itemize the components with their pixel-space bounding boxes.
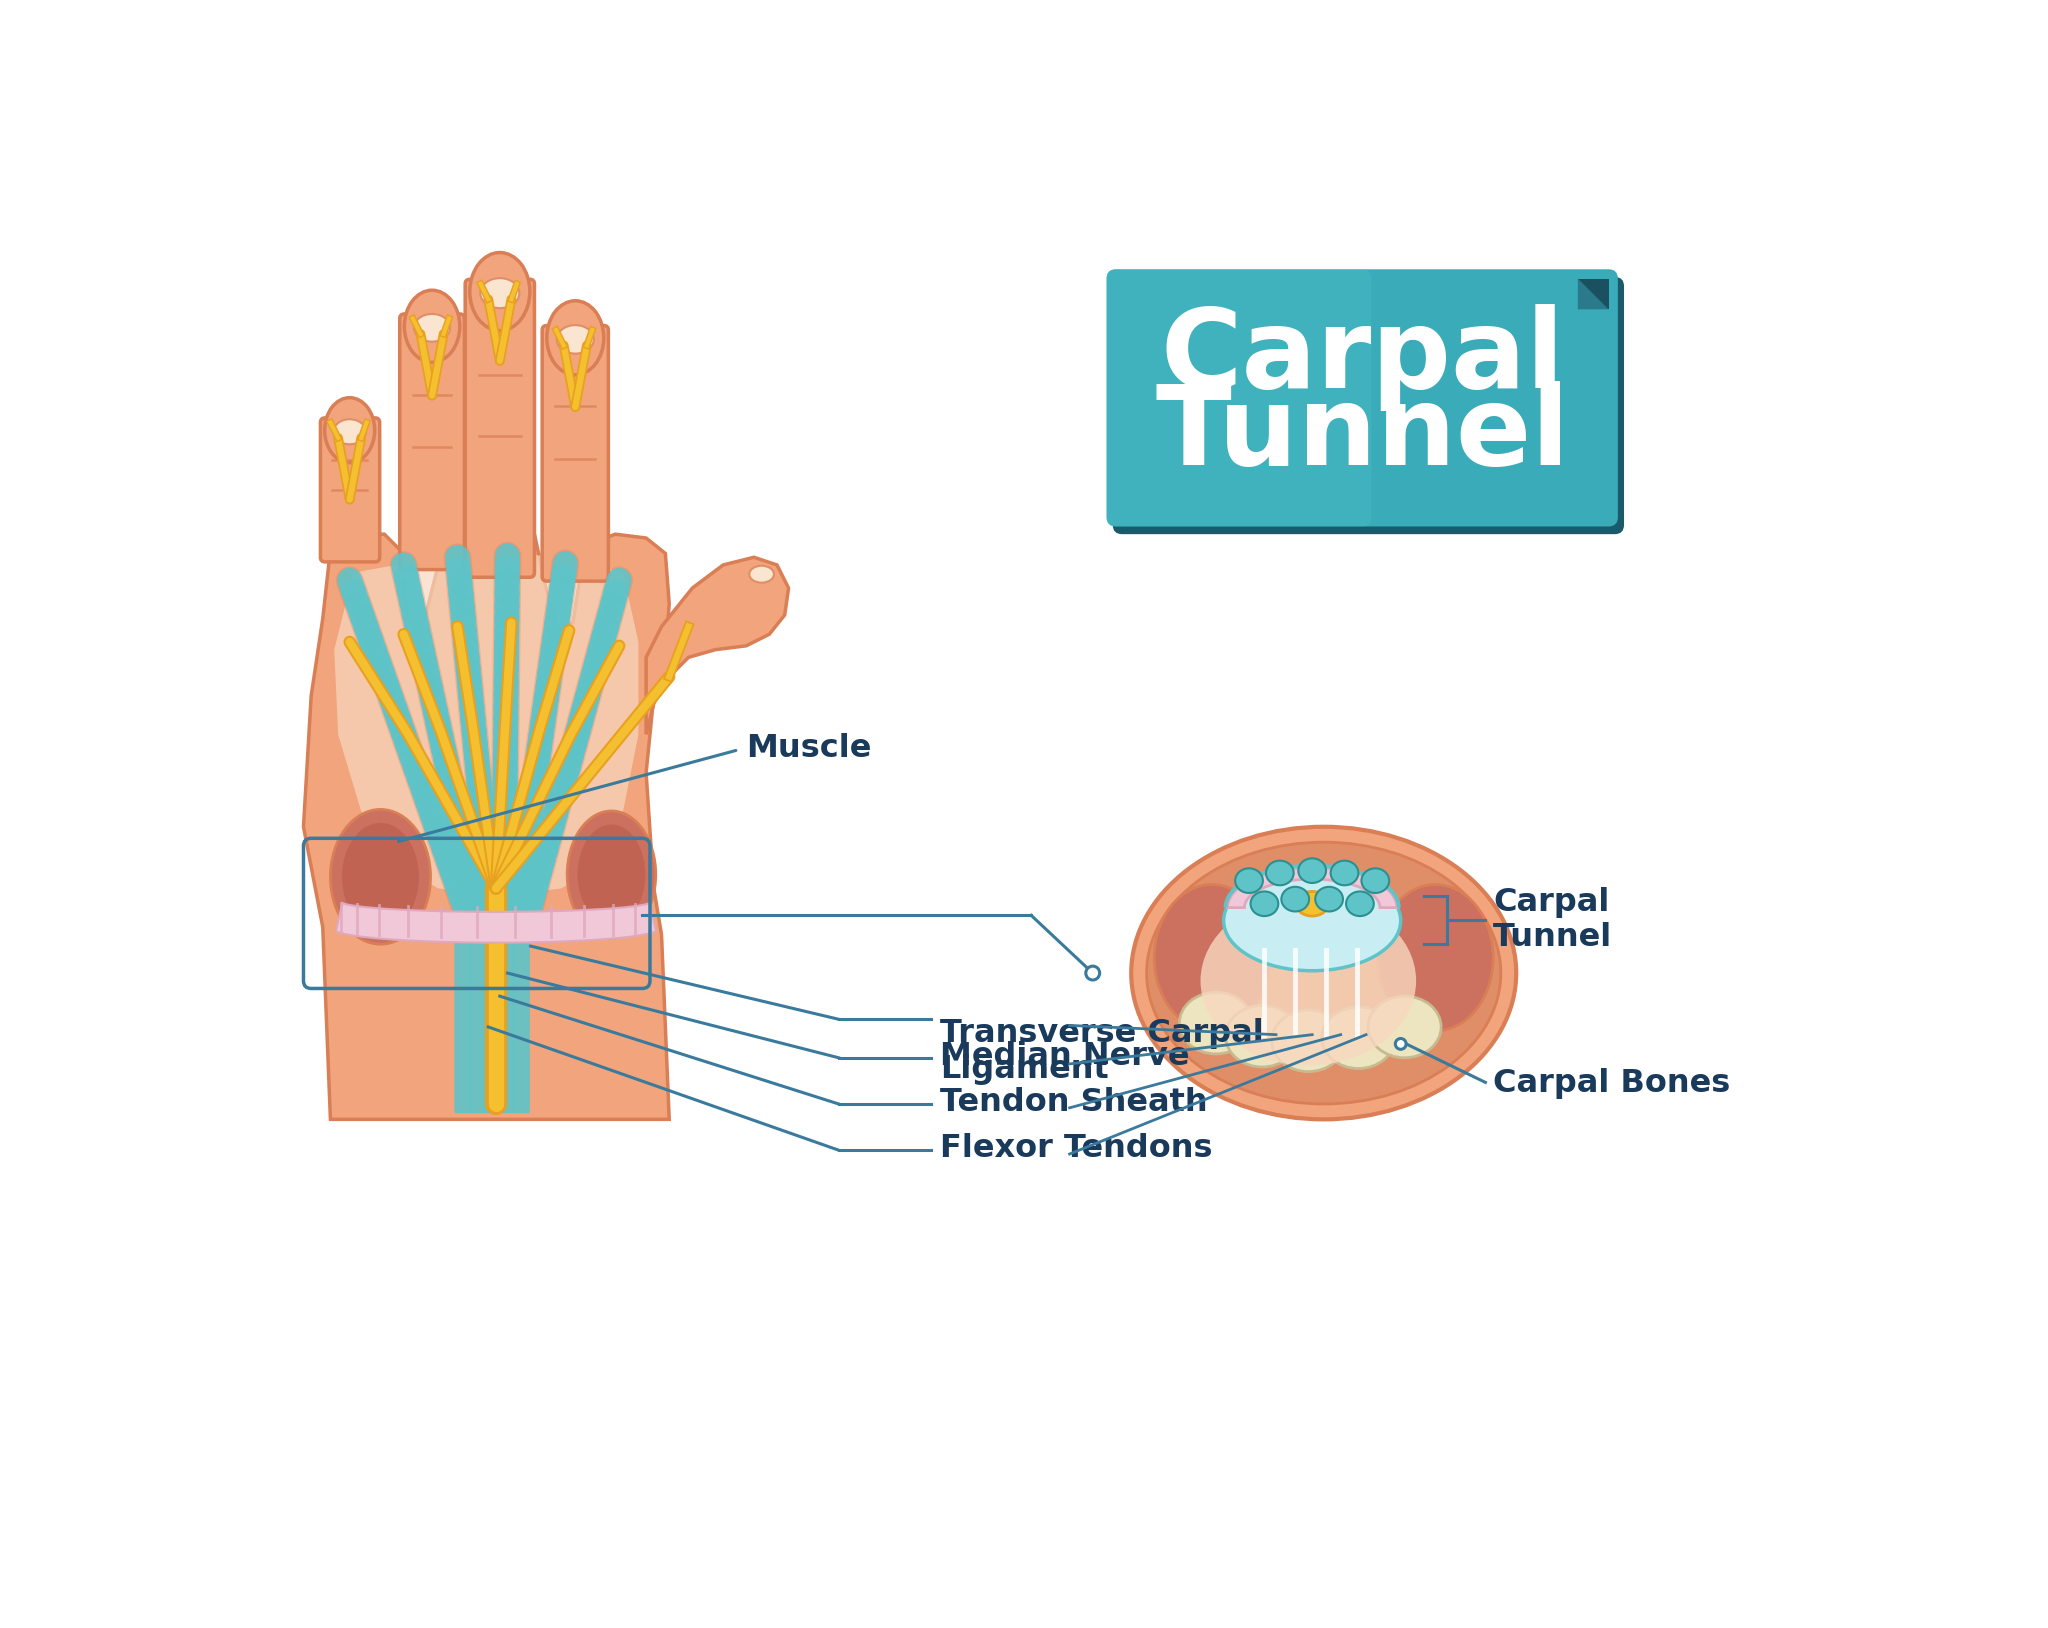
- Ellipse shape: [1362, 868, 1389, 894]
- FancyBboxPatch shape: [512, 918, 530, 1114]
- Text: Flexor Tendons: Flexor Tendons: [940, 1133, 1212, 1164]
- Ellipse shape: [1235, 868, 1264, 894]
- FancyBboxPatch shape: [455, 918, 471, 1114]
- Ellipse shape: [1225, 1006, 1298, 1066]
- Polygon shape: [334, 554, 639, 895]
- FancyBboxPatch shape: [483, 918, 500, 1114]
- Ellipse shape: [1200, 895, 1415, 1065]
- Ellipse shape: [567, 811, 655, 938]
- Circle shape: [1395, 1039, 1407, 1050]
- Polygon shape: [1227, 868, 1397, 908]
- Ellipse shape: [1368, 996, 1442, 1058]
- Text: Carpal: Carpal: [1159, 303, 1565, 410]
- Ellipse shape: [334, 420, 367, 444]
- Polygon shape: [645, 557, 788, 734]
- Ellipse shape: [547, 301, 604, 374]
- Ellipse shape: [403, 290, 461, 363]
- Ellipse shape: [342, 822, 420, 931]
- Text: Transverse Carpal
Ligament: Transverse Carpal Ligament: [940, 1018, 1264, 1084]
- Ellipse shape: [578, 824, 645, 925]
- Ellipse shape: [1296, 892, 1329, 917]
- Ellipse shape: [1272, 1009, 1346, 1071]
- Ellipse shape: [1346, 892, 1374, 917]
- FancyBboxPatch shape: [543, 326, 608, 581]
- Text: Tunnel: Tunnel: [1155, 381, 1569, 487]
- Ellipse shape: [1155, 884, 1270, 1031]
- Ellipse shape: [557, 326, 594, 353]
- Ellipse shape: [1331, 861, 1358, 886]
- Text: Muscle: Muscle: [745, 733, 872, 764]
- Circle shape: [1085, 965, 1100, 980]
- Ellipse shape: [469, 252, 530, 330]
- FancyBboxPatch shape: [469, 918, 485, 1114]
- Polygon shape: [1577, 278, 1608, 309]
- Ellipse shape: [481, 278, 520, 308]
- Ellipse shape: [414, 314, 451, 342]
- Ellipse shape: [1223, 871, 1401, 970]
- Text: Median Nerve: Median Nerve: [940, 1040, 1190, 1071]
- Ellipse shape: [1130, 827, 1516, 1120]
- Ellipse shape: [1315, 887, 1343, 912]
- Ellipse shape: [1321, 1008, 1395, 1068]
- FancyBboxPatch shape: [319, 418, 379, 562]
- Ellipse shape: [326, 397, 375, 462]
- Ellipse shape: [1147, 842, 1501, 1104]
- Text: Carpal Bones: Carpal Bones: [1493, 1068, 1731, 1099]
- Polygon shape: [1223, 864, 1401, 908]
- Polygon shape: [336, 904, 655, 943]
- Ellipse shape: [1251, 892, 1278, 917]
- FancyBboxPatch shape: [1112, 277, 1624, 534]
- Ellipse shape: [750, 567, 774, 583]
- FancyBboxPatch shape: [465, 280, 535, 578]
- FancyBboxPatch shape: [498, 918, 516, 1114]
- Ellipse shape: [1266, 861, 1294, 886]
- Polygon shape: [1577, 278, 1608, 309]
- FancyBboxPatch shape: [399, 314, 465, 570]
- Ellipse shape: [1282, 887, 1309, 912]
- Text: Carpal
Tunnel: Carpal Tunnel: [1493, 887, 1612, 954]
- Ellipse shape: [1378, 884, 1493, 1031]
- Text: Tendon Sheath: Tendon Sheath: [940, 1088, 1208, 1118]
- Ellipse shape: [1180, 993, 1253, 1053]
- Ellipse shape: [330, 809, 430, 944]
- Ellipse shape: [1298, 858, 1325, 882]
- FancyBboxPatch shape: [1106, 269, 1618, 526]
- Polygon shape: [303, 514, 670, 1120]
- FancyBboxPatch shape: [1106, 269, 1372, 526]
